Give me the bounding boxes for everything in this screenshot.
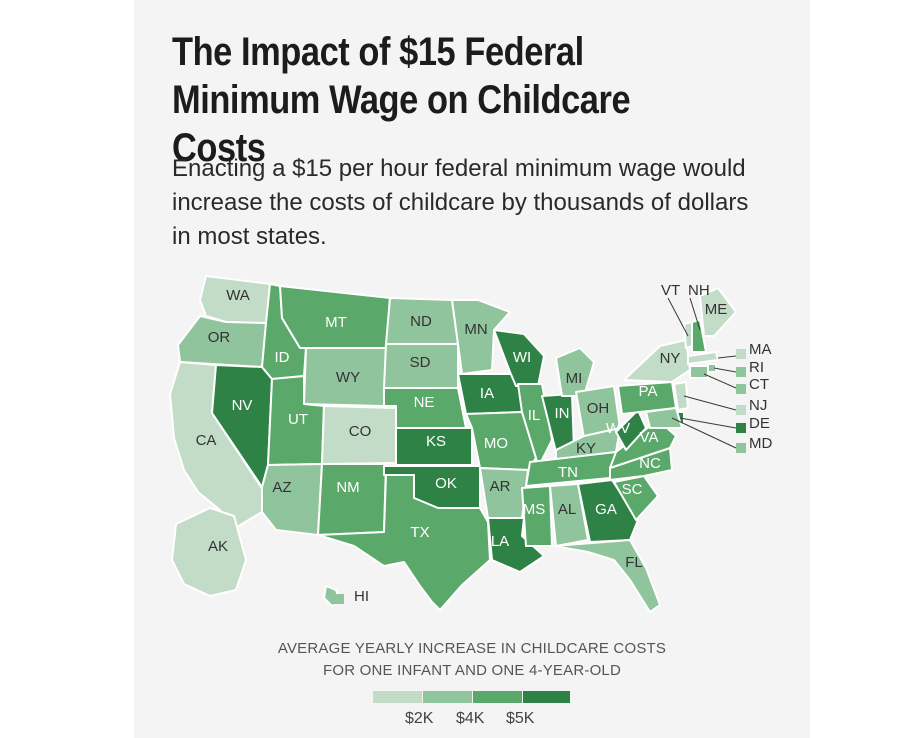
state-label-de: DE	[749, 415, 770, 432]
state-wv	[615, 409, 647, 451]
swatch-ma	[736, 349, 746, 359]
state-label-il: IL	[528, 407, 541, 424]
state-label-al: AL	[558, 501, 576, 518]
state-label-tn: TN	[558, 464, 578, 481]
legend-label-4k: $4K	[456, 710, 485, 727]
state-label-ky: KY	[576, 440, 596, 457]
state-label-sc: SC	[622, 481, 643, 498]
state-label-oh: OH	[587, 400, 610, 417]
state-label-ct: CT	[749, 376, 769, 393]
state-label-co: CO	[349, 423, 372, 440]
page-subtitle: Enacting a $15 per hour federal minimum …	[172, 155, 749, 250]
state-label-pa: PA	[639, 383, 658, 400]
swatch-ri	[736, 367, 746, 377]
state-label-tx: TX	[410, 524, 429, 541]
state-tx	[317, 474, 491, 611]
state-label-ak: AK	[208, 538, 228, 555]
state-label-la: LA	[491, 533, 509, 550]
state-label-mo: MO	[484, 435, 508, 452]
state-label-ut: UT	[288, 411, 308, 428]
state-label-mi: MI	[566, 370, 583, 387]
state-label-ne: NE	[414, 394, 435, 411]
state-label-or: OR	[208, 329, 231, 346]
state-label-ri: RI	[749, 359, 764, 376]
legend-label-2k: $2K	[405, 710, 434, 727]
state-ak	[171, 507, 247, 597]
legend-caption-line1: AVERAGE YEARLY INCREASE IN CHILDCARE COS…	[277, 640, 667, 657]
state-az	[261, 463, 323, 536]
state-label-md: MD	[749, 435, 772, 452]
state-mi	[555, 347, 595, 397]
state-label-ms: MS	[523, 501, 546, 518]
state-label-in: IN	[555, 405, 570, 422]
state-label-mt: MT	[325, 314, 347, 331]
state-ms	[521, 485, 553, 547]
state-label-ma: MA	[749, 341, 772, 358]
swatch-nj	[736, 405, 746, 415]
state-label-wv: WV	[606, 420, 630, 437]
state-label-sd: SD	[410, 354, 431, 371]
state-label-vt: VT	[661, 282, 680, 299]
state-label-wi: WI	[513, 349, 531, 366]
state-label-ny: NY	[660, 350, 681, 367]
state-label-nc: NC	[639, 455, 661, 472]
state-label-hi: HI	[354, 588, 369, 605]
legend-swatch-1	[373, 691, 422, 703]
state-label-ca: CA	[196, 432, 217, 449]
page-title: The Impact of $15 Federal Minimum Wage o…	[172, 30, 631, 170]
state-label-az: AZ	[272, 479, 291, 496]
state-label-ga: GA	[595, 501, 617, 518]
state-label-mn: MN	[464, 321, 487, 338]
state-al	[549, 483, 589, 547]
state-label-va: VA	[640, 429, 659, 446]
swatch-ct	[736, 384, 746, 394]
state-label-nv: NV	[232, 397, 253, 414]
state-label-nd: ND	[410, 313, 432, 330]
state-label-nh: NH	[688, 282, 710, 299]
state-mn	[451, 299, 511, 375]
state-label-nj: NJ	[749, 397, 767, 414]
legend-swatch-2	[423, 691, 472, 703]
state-label-wa: WA	[226, 287, 250, 304]
legend-swatch-4	[523, 691, 570, 703]
state-label-nm: NM	[336, 479, 359, 496]
state-nj	[673, 381, 689, 411]
legend-label-5k: $5K	[506, 710, 535, 727]
legend-swatch-3	[473, 691, 522, 703]
state-label-fl: FL	[625, 554, 643, 571]
state-ga	[577, 479, 639, 543]
state-ct	[689, 365, 709, 379]
state-md	[645, 407, 683, 429]
swatch-de	[736, 423, 746, 433]
state-nm	[317, 463, 387, 536]
state-ma	[687, 351, 719, 365]
state-label-me: ME	[705, 301, 728, 318]
state-label-ok: OK	[435, 475, 457, 492]
state-me	[699, 287, 737, 337]
legend-caption-line2: FOR ONE INFANT AND ONE 4-YEAR-OLD	[322, 662, 622, 679]
state-label-ia: IA	[480, 385, 494, 402]
state-label-ks: KS	[426, 433, 446, 450]
swatch-hi	[334, 594, 344, 604]
state-label-id: ID	[275, 349, 290, 366]
swatch-md	[736, 443, 746, 453]
state-fl	[553, 539, 661, 613]
state-label-wy: WY	[336, 369, 360, 386]
state-label-ar: AR	[490, 478, 511, 495]
